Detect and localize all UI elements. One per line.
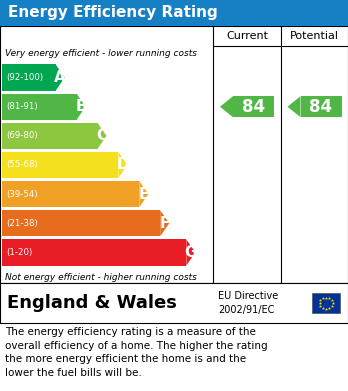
Bar <box>2 123 97 149</box>
Bar <box>0 0 348 26</box>
Bar <box>233 96 274 117</box>
Polygon shape <box>139 181 148 207</box>
Text: F: F <box>159 216 170 231</box>
Polygon shape <box>118 152 127 178</box>
Bar <box>2 93 77 120</box>
Polygon shape <box>220 96 233 117</box>
Text: 84: 84 <box>309 98 333 116</box>
Text: (21-38): (21-38) <box>6 219 38 228</box>
Bar <box>2 65 56 91</box>
Text: Energy Efficiency Rating: Energy Efficiency Rating <box>8 5 218 20</box>
Text: (39-54): (39-54) <box>6 190 38 199</box>
Text: (69-80): (69-80) <box>6 131 38 140</box>
Bar <box>301 96 341 117</box>
Bar <box>312 293 340 313</box>
Bar <box>2 152 118 178</box>
Text: E: E <box>139 187 149 202</box>
Bar <box>0 323 348 391</box>
Text: B: B <box>75 99 87 114</box>
Text: 84: 84 <box>242 98 265 116</box>
Polygon shape <box>160 210 169 236</box>
Polygon shape <box>77 93 86 120</box>
Polygon shape <box>186 239 195 265</box>
Text: (1-20): (1-20) <box>6 248 32 257</box>
Polygon shape <box>287 96 301 117</box>
Text: (81-91): (81-91) <box>6 102 38 111</box>
Text: A: A <box>54 70 66 85</box>
Bar <box>0 283 348 323</box>
Polygon shape <box>97 123 106 149</box>
Bar <box>2 239 186 265</box>
Text: Current: Current <box>226 31 268 41</box>
Polygon shape <box>56 65 65 91</box>
Text: Potential: Potential <box>290 31 339 41</box>
Text: C: C <box>96 128 108 143</box>
Bar <box>0 26 348 283</box>
Text: (92-100): (92-100) <box>6 73 43 82</box>
Text: EU Directive
2002/91/EC: EU Directive 2002/91/EC <box>218 291 278 315</box>
Text: Not energy efficient - higher running costs: Not energy efficient - higher running co… <box>5 273 197 282</box>
Text: The energy efficiency rating is a measure of the
overall efficiency of a home. T: The energy efficiency rating is a measur… <box>5 327 268 378</box>
Bar <box>2 210 160 236</box>
Text: G: G <box>184 245 197 260</box>
Text: Very energy efficient - lower running costs: Very energy efficient - lower running co… <box>5 49 197 58</box>
Text: (55-68): (55-68) <box>6 160 38 170</box>
Text: D: D <box>117 158 129 172</box>
Text: England & Wales: England & Wales <box>7 294 177 312</box>
Bar <box>2 181 139 207</box>
